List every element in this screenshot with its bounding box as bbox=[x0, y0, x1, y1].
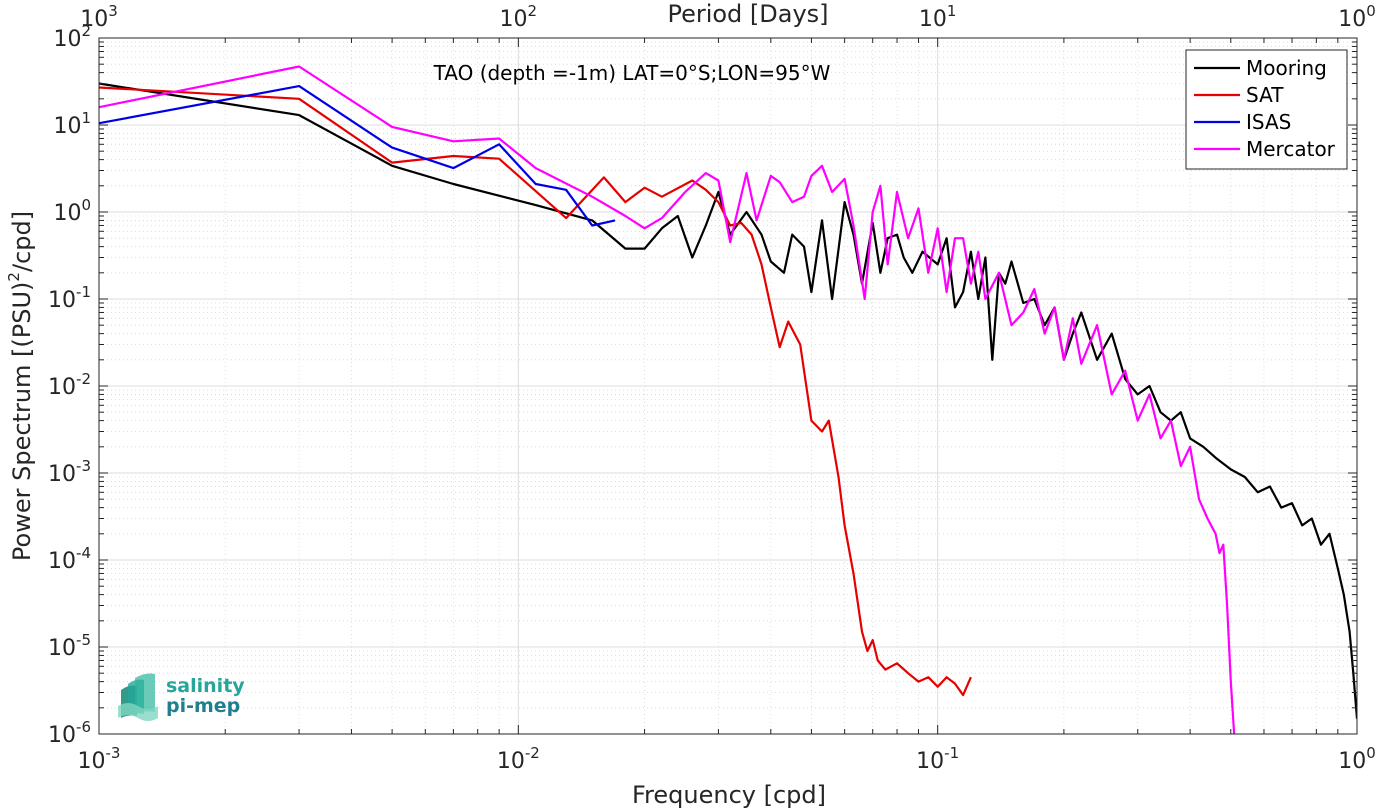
series-sat-line bbox=[99, 86, 972, 697]
legend-label-sat: SAT bbox=[1246, 83, 1284, 107]
top-tick-label: 101 bbox=[919, 2, 957, 32]
top-tick-label: 103 bbox=[80, 2, 118, 32]
legend-label-mercator: Mercator bbox=[1246, 137, 1336, 161]
y-axis-label-tail: /cpd] bbox=[8, 211, 36, 272]
y-tick-label: 10-5 bbox=[48, 631, 91, 661]
top-axis-label: Period [Days] bbox=[667, 0, 828, 28]
wave-icon bbox=[118, 673, 158, 721]
top-tick-label: 100 bbox=[1338, 2, 1376, 32]
series-isas-line bbox=[99, 85, 616, 227]
y-tick-label: 101 bbox=[53, 109, 91, 139]
salinity-pi-mep-logo: salinity pi-mep bbox=[118, 673, 245, 721]
logo-line1: salinity bbox=[166, 675, 245, 697]
logo-line2: pi-mep bbox=[166, 695, 240, 717]
y-axis-label: Power Spectrum [(PSU)2/cpd] bbox=[5, 211, 36, 561]
legend-label-mooring: Mooring bbox=[1246, 56, 1327, 80]
y-tick-label: 10-1 bbox=[48, 283, 91, 313]
y-axis-label-sup: 2 bbox=[5, 272, 23, 282]
series-mercator-line bbox=[99, 65, 1236, 734]
x-tick-label: 10-1 bbox=[916, 744, 959, 774]
y-tick-label: 100 bbox=[53, 196, 91, 226]
x-tick-label: 10-2 bbox=[497, 744, 540, 774]
series-layer bbox=[99, 65, 1357, 734]
top-tick-label: 102 bbox=[500, 2, 538, 32]
chart-title: TAO (depth =-1m) LAT=0°S;LON=95°W bbox=[433, 61, 831, 85]
y-axis-label-main: Power Spectrum [(PSU) bbox=[8, 282, 36, 561]
legend: Mooring SAT ISAS Mercator bbox=[1185, 49, 1348, 170]
y-tick-label: 10-4 bbox=[48, 544, 91, 574]
x-axis-label: Frequency [cpd] bbox=[632, 781, 826, 809]
x-tick-label: 10-3 bbox=[78, 744, 121, 774]
y-tick-label: 10-2 bbox=[48, 370, 91, 400]
x-tick-label: 100 bbox=[1338, 744, 1376, 774]
y-tick-label: 10-6 bbox=[48, 718, 91, 748]
tick-marks bbox=[98, 37, 1358, 735]
y-tick-label: 102 bbox=[53, 22, 91, 52]
y-tick-label: 10-3 bbox=[48, 457, 91, 487]
legend-label-isas: ISAS bbox=[1246, 110, 1291, 134]
